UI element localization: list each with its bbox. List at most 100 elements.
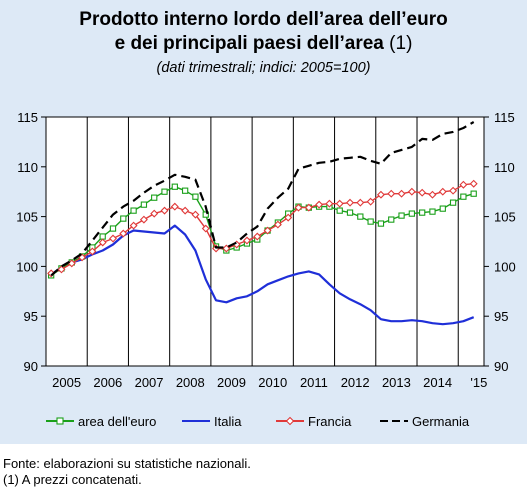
series-point-2 — [242, 236, 251, 245]
series-point-2 — [88, 247, 97, 256]
legend-label-1: Italia — [214, 414, 242, 429]
series-point-2 — [438, 187, 447, 196]
series-point-0 — [346, 209, 354, 216]
x-tick-label: 2011 — [300, 375, 328, 390]
series-point-2 — [57, 265, 66, 274]
legend-marker-0 — [56, 417, 64, 425]
y-tick-label-right: 115 — [494, 110, 515, 125]
series-point-2 — [222, 244, 231, 253]
series-point-2 — [397, 189, 406, 198]
series-point-2 — [191, 210, 200, 219]
x-tick-label: 2009 — [217, 375, 246, 390]
series-point-2 — [170, 202, 179, 211]
series-point-2 — [428, 190, 437, 199]
y-tick-label-right: 105 — [494, 210, 516, 225]
series-point-0 — [151, 194, 158, 201]
series-point-2 — [407, 187, 416, 196]
y-tick-label-right: 90 — [494, 359, 508, 374]
series-point-0 — [388, 216, 395, 223]
series-point-2 — [294, 203, 303, 212]
legend-label-3: Germania — [412, 414, 470, 429]
series-point-2 — [273, 220, 282, 229]
legend-label-2: Francia — [308, 414, 352, 429]
x-tick-label: 2014 — [423, 375, 452, 390]
chart-panel: Prodotto interno lordo dell’area dell’eu… — [0, 0, 527, 444]
series-line-1 — [50, 224, 475, 326]
series-point-0 — [109, 225, 117, 232]
chart-title-note: (1) — [389, 33, 413, 54]
series-point-2 — [469, 179, 478, 188]
x-tick-label: 2010 — [258, 375, 287, 390]
series-point-0 — [439, 205, 446, 212]
y-tick-label-left: 90 — [24, 359, 38, 374]
series-point-2 — [366, 197, 375, 206]
series-point-2 — [387, 189, 396, 198]
series-point-2 — [139, 215, 148, 224]
series-point-0 — [470, 190, 477, 197]
x-tick-label: 2006 — [93, 375, 122, 390]
line-chart: 90 90 95 95 100 100 105 105 110 110 115 115 2005 2006… — [16, 110, 516, 429]
series-point-2 — [325, 199, 334, 208]
legend-marker-2 — [285, 416, 295, 426]
chart-subtitle: (dati trimestrali; indici: 2005=100) — [156, 60, 371, 76]
x-tick-label: 2013 — [382, 375, 411, 390]
series-point-2 — [449, 186, 458, 195]
chart-title-line1: Prodotto interno lordo dell’area dell’eu… — [79, 9, 448, 30]
y-tick-label-left: 110 — [17, 160, 38, 175]
chart-title-text: e dei principali paesi dell’area — [114, 33, 384, 54]
series-point-2 — [356, 198, 365, 207]
series-point-0 — [377, 220, 385, 227]
series-point-2 — [263, 226, 272, 235]
y-tick-label-left: 105 — [16, 210, 38, 225]
series-point-0 — [192, 193, 199, 200]
series-point-2 — [284, 213, 293, 222]
series-point-0 — [408, 210, 416, 217]
series-point-0 — [429, 208, 436, 215]
note-footnote: (1) A prezzi concatenati. — [3, 472, 142, 487]
x-tick-label: '15 — [470, 375, 487, 390]
series-point-2 — [150, 209, 159, 218]
series-point-0 — [140, 201, 148, 208]
series-point-2 — [253, 232, 262, 241]
series-point-2 — [119, 229, 128, 238]
y-tick-label-right: 95 — [494, 309, 508, 324]
chart-title-line2: e dei principali paesi dell’area (1) — [0, 32, 527, 56]
y-tick-label-right: 100 — [494, 259, 516, 274]
series-point-0 — [202, 211, 209, 218]
series-point-0 — [357, 213, 364, 220]
series-point-2 — [459, 180, 468, 189]
series-point-2 — [335, 199, 344, 208]
series-point-0 — [398, 212, 405, 219]
x-tick-label: 2005 — [52, 375, 81, 390]
series-point-0 — [336, 207, 343, 214]
series-point-0 — [161, 188, 168, 195]
series-point-2 — [304, 203, 313, 212]
series-point-2 — [181, 206, 190, 215]
plot-area — [45, 116, 485, 367]
series-point-0 — [460, 193, 467, 200]
series-point-0 — [449, 199, 457, 206]
y-tick-label-left: 95 — [24, 309, 38, 324]
series-point-0 — [367, 218, 374, 225]
y-tick-label-right: 110 — [494, 160, 515, 175]
series-line-3 — [50, 121, 475, 277]
series-point-0 — [171, 183, 178, 190]
x-tick-label: 2012 — [341, 375, 370, 390]
y-tick-label-left: 115 — [17, 110, 38, 125]
series-point-0 — [181, 187, 189, 194]
series-point-0 — [120, 215, 127, 222]
series-point-0 — [419, 209, 426, 216]
x-tick-label: 2007 — [135, 375, 164, 390]
legend-label-0: area dell'euro — [78, 414, 156, 429]
y-tick-label-left: 100 — [16, 259, 38, 274]
series-point-2 — [109, 234, 117, 243]
series-point-2 — [98, 238, 107, 247]
series-point-2 — [376, 190, 385, 199]
series-point-2 — [160, 206, 169, 215]
source-footnote: Fonte: elaborazioni su statistiche nazio… — [3, 456, 251, 471]
series-point-2 — [129, 221, 138, 230]
x-tick-label: 2008 — [176, 375, 205, 390]
series-point-2 — [201, 224, 210, 233]
series-point-2 — [315, 200, 324, 209]
series-point-0 — [99, 233, 106, 240]
